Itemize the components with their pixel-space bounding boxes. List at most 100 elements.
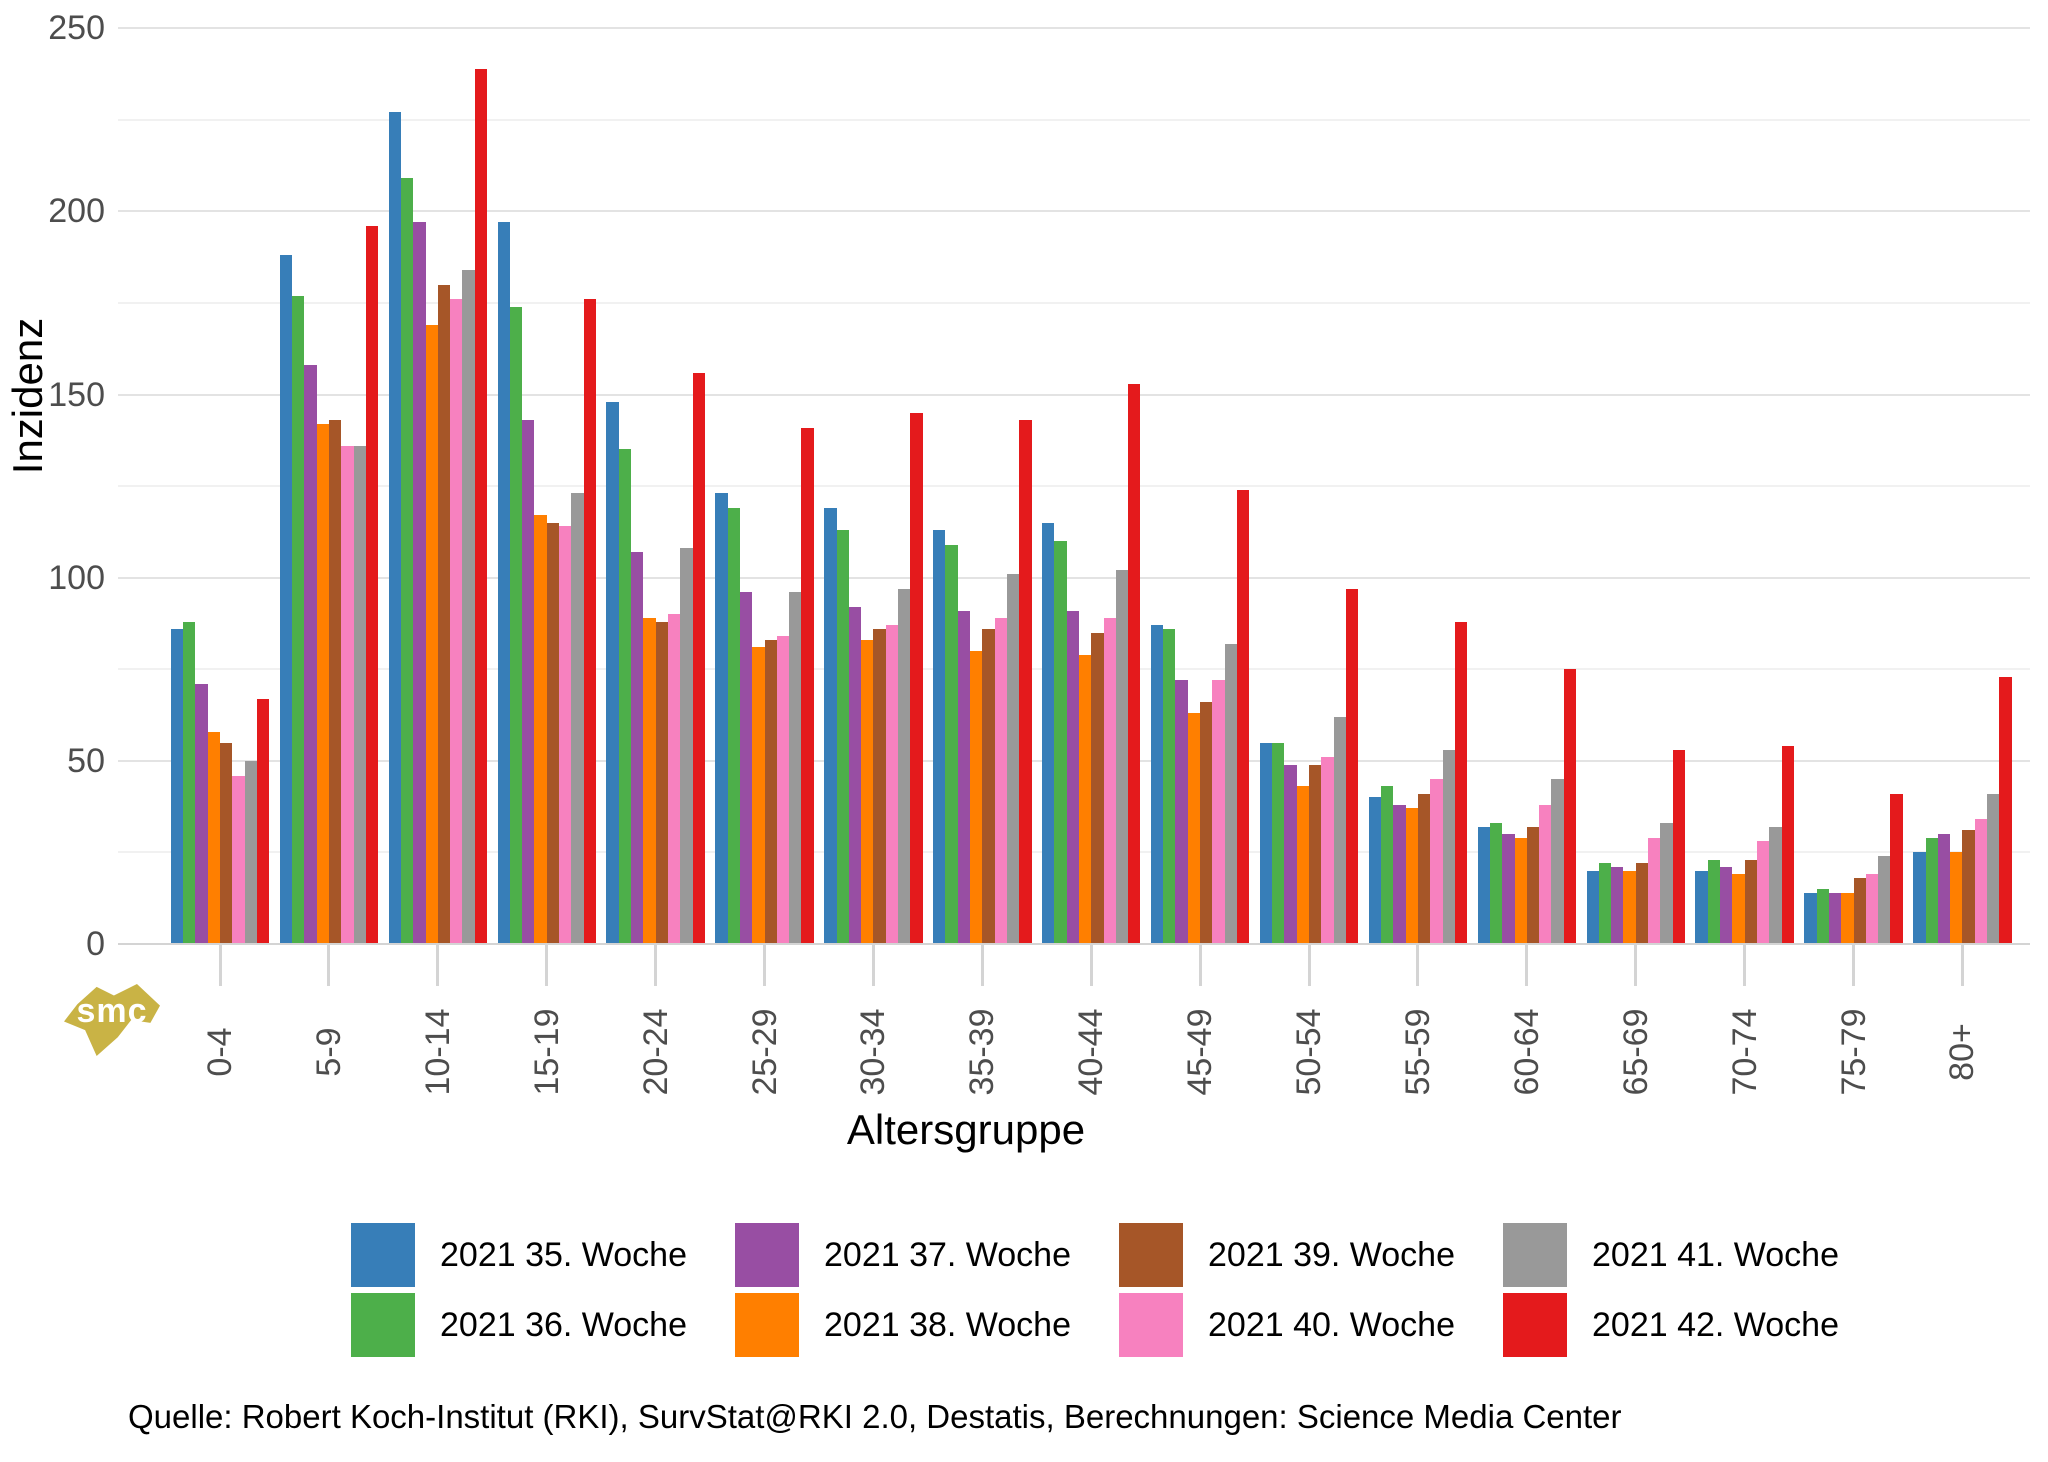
bar bbox=[1104, 617, 1116, 944]
y-tick-label: 150 bbox=[48, 375, 105, 414]
x-tick-mark bbox=[1307, 944, 1311, 986]
bar bbox=[183, 621, 195, 944]
bar bbox=[389, 112, 401, 944]
bar bbox=[522, 420, 534, 944]
bar bbox=[1260, 742, 1272, 944]
legend-item: 2021 42. Woche bbox=[1503, 1293, 1839, 1357]
x-axis-title: Altersgruppe bbox=[846, 1106, 1086, 1153]
bar bbox=[1950, 852, 1962, 944]
bar bbox=[933, 530, 945, 944]
bar bbox=[1042, 522, 1054, 944]
y-tick-label: 200 bbox=[48, 192, 105, 231]
legend-label: 2021 40. Woche bbox=[1208, 1305, 1455, 1344]
x-tick-mark bbox=[763, 944, 766, 986]
bar bbox=[619, 449, 631, 944]
bar bbox=[1019, 420, 1032, 944]
bar bbox=[958, 610, 970, 944]
bar bbox=[1708, 859, 1720, 944]
bar bbox=[1478, 826, 1490, 944]
x-tick-label: 45-49 bbox=[1180, 1008, 1219, 1096]
bar bbox=[438, 284, 450, 944]
bar bbox=[898, 588, 910, 944]
bar bbox=[1212, 680, 1225, 944]
bar bbox=[1067, 610, 1079, 944]
bar bbox=[1611, 867, 1623, 944]
x-tick-mark bbox=[1198, 944, 1202, 986]
bar bbox=[171, 628, 183, 944]
bar bbox=[693, 372, 705, 944]
bar bbox=[1769, 826, 1782, 944]
bar bbox=[777, 636, 789, 944]
smc-logo-text: smc bbox=[76, 992, 148, 1030]
bar bbox=[534, 515, 547, 944]
bar bbox=[1938, 834, 1950, 944]
legend-swatch bbox=[1119, 1223, 1183, 1287]
gridline-minor bbox=[118, 118, 2030, 121]
legend-item: 2021 40. Woche bbox=[1119, 1293, 1455, 1357]
bar bbox=[1237, 489, 1249, 944]
bar bbox=[1720, 867, 1732, 944]
bar bbox=[1732, 874, 1745, 944]
x-tick-label: 50-54 bbox=[1289, 1008, 1328, 1096]
bar bbox=[1782, 746, 1794, 944]
bar bbox=[208, 731, 220, 944]
x-tick-mark bbox=[436, 944, 440, 986]
bar bbox=[945, 544, 958, 944]
bar bbox=[1321, 757, 1334, 944]
bar bbox=[304, 365, 317, 944]
bar bbox=[1913, 852, 1926, 944]
bar bbox=[1841, 892, 1854, 944]
bar bbox=[1188, 713, 1200, 944]
bar bbox=[1502, 834, 1515, 944]
bar bbox=[1309, 764, 1321, 944]
bar bbox=[1272, 742, 1284, 944]
bar bbox=[1128, 383, 1140, 944]
bar bbox=[413, 222, 426, 944]
bar bbox=[1406, 808, 1418, 944]
gridline-minor bbox=[118, 301, 2030, 304]
bar bbox=[1455, 621, 1467, 944]
bar bbox=[765, 639, 777, 944]
bar bbox=[995, 617, 1007, 944]
x-tick-mark bbox=[1960, 944, 1964, 986]
x-tick-mark bbox=[1634, 944, 1638, 986]
bar bbox=[1297, 786, 1309, 944]
legend-item: 2021 37. Woche bbox=[735, 1223, 1071, 1287]
bar bbox=[1163, 628, 1175, 944]
legend-label: 2021 39. Woche bbox=[1208, 1235, 1455, 1274]
x-tick-label: 75-79 bbox=[1834, 1008, 1872, 1096]
bar bbox=[232, 775, 245, 944]
bar bbox=[789, 592, 801, 944]
bar bbox=[1804, 892, 1817, 944]
legend-swatch bbox=[1503, 1223, 1567, 1287]
bar bbox=[317, 423, 329, 944]
legend-item: 2021 39. Woche bbox=[1119, 1223, 1455, 1287]
bar bbox=[1878, 856, 1890, 944]
bar bbox=[1539, 804, 1551, 944]
legend-item: 2021 36. Woche bbox=[351, 1293, 687, 1357]
bar bbox=[1527, 826, 1539, 944]
bar bbox=[752, 647, 765, 944]
x-tick-mark bbox=[1089, 944, 1093, 986]
bar bbox=[1490, 823, 1502, 944]
bar bbox=[715, 493, 728, 944]
bar bbox=[1346, 588, 1358, 944]
x-tick-mark bbox=[327, 944, 331, 986]
bar bbox=[1091, 632, 1104, 944]
y-tick-label: 100 bbox=[48, 558, 105, 597]
bar bbox=[1054, 541, 1067, 944]
bar bbox=[1334, 716, 1346, 944]
bar bbox=[450, 299, 462, 944]
x-tick-mark bbox=[1852, 944, 1855, 986]
x-tick-label: 0-4 bbox=[200, 1027, 239, 1077]
bar bbox=[1587, 870, 1599, 944]
bar bbox=[341, 445, 354, 944]
bar bbox=[680, 548, 693, 944]
bar bbox=[1926, 837, 1938, 944]
x-tick-label: 65-69 bbox=[1616, 1008, 1655, 1096]
legend-label: 2021 37. Woche bbox=[824, 1235, 1071, 1274]
legend-swatch bbox=[735, 1293, 799, 1357]
bar bbox=[401, 178, 413, 944]
x-tick-mark bbox=[980, 944, 984, 986]
bar bbox=[1623, 870, 1636, 944]
